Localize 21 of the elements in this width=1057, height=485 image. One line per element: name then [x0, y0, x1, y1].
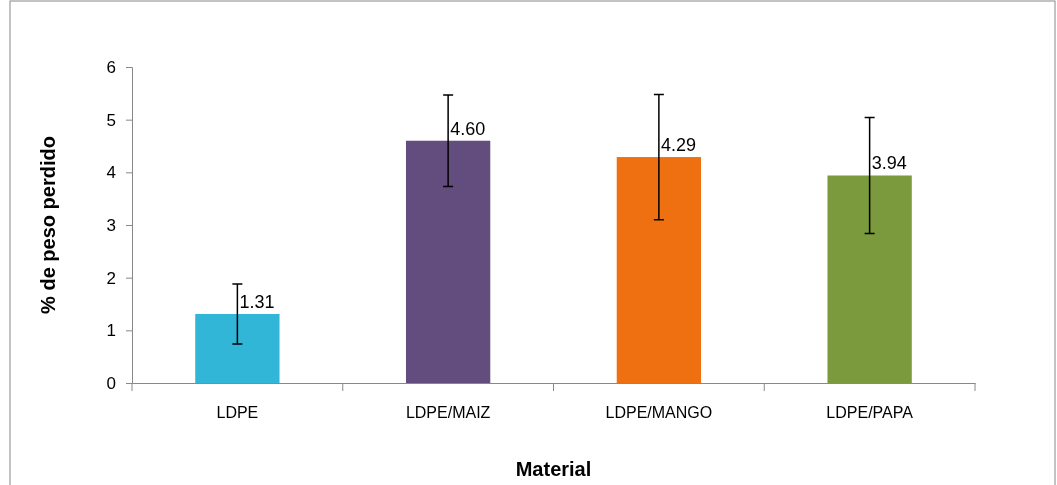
y-tick-label: 2	[106, 268, 116, 288]
y-tick-label: 5	[106, 110, 116, 130]
x-tick-label: LDPE	[216, 404, 259, 421]
x-tick-label: LDPE/PAPA	[826, 404, 914, 421]
bar	[405, 140, 491, 383]
y-tick-label: 6	[106, 57, 116, 77]
bar	[616, 157, 702, 383]
bar	[195, 314, 280, 383]
y-tick-label: 3	[106, 215, 116, 235]
x-tick-label: LDPE/MANGO	[605, 404, 713, 421]
y-tick-label: 4	[106, 163, 116, 183]
data-label: 1.31	[239, 292, 275, 313]
data-label: 3.94	[871, 153, 907, 174]
data-label: 4.29	[660, 135, 696, 156]
y-axis-title: % de peso perdido	[37, 136, 59, 314]
x-axis-title: Material	[515, 458, 592, 480]
bar	[827, 175, 912, 383]
x-tick-label: LDPE/MAIZ	[405, 404, 491, 421]
y-tick-label: 0	[106, 373, 116, 393]
y-tick-label: 1	[106, 321, 116, 341]
data-label: 4.60	[450, 118, 486, 139]
